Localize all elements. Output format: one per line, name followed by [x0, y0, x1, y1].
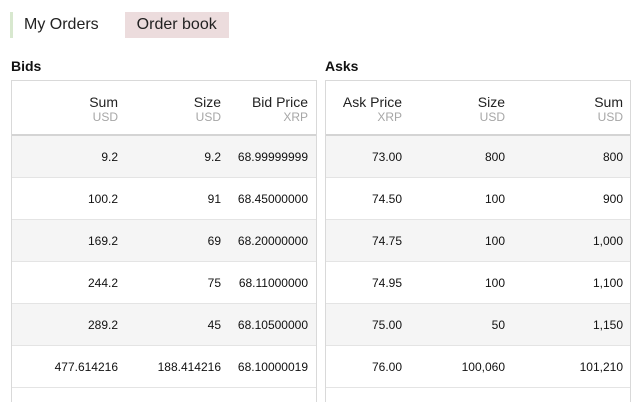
column-unit: USD [479, 110, 505, 124]
column-name: Sum [89, 94, 118, 110]
column-name: Bid Price [251, 94, 308, 110]
table-cell: 45 [207, 317, 221, 332]
table-cell: 1,100 [592, 275, 623, 290]
table-row[interactable]: 73.00 800 800 [326, 136, 630, 178]
table-row[interactable]: 289.2 45 68.10500000 [12, 304, 316, 346]
table-cell: 188.414216 [157, 359, 221, 374]
view-tabs: My Orders Order book [10, 12, 229, 38]
table-row[interactable]: 9.2 9.2 68.99999999 [12, 136, 316, 178]
table-cell: 91 [207, 191, 221, 206]
asks-title: Asks [325, 58, 359, 74]
column-unit: USD [597, 110, 623, 124]
table-cell: 68.10500000 [237, 317, 308, 332]
bids-header-sum: Sum USD [12, 81, 118, 134]
table-cell: 50 [491, 317, 505, 332]
table-row[interactable]: 74.95 100 1,100 [326, 262, 630, 304]
column-unit: XRP [283, 110, 308, 124]
table-cell: 100 [484, 191, 505, 206]
table-cell: 101,210 [579, 359, 623, 374]
column-name: Size [477, 94, 505, 110]
table-cell: 900 [602, 191, 623, 206]
table-row[interactable]: 244.2 75 68.11000000 [12, 262, 316, 304]
table-cell: 74.75 [371, 233, 402, 248]
table-cell: 68.99999999 [237, 149, 308, 164]
table-row[interactable]: 74.75 100 1,000 [326, 220, 630, 262]
table-cell: 68.10000019 [237, 359, 308, 374]
tab-order-book[interactable]: Order book [124, 12, 229, 38]
column-name: Ask Price [342, 94, 402, 110]
bids-header-row: Sum USD Size USD Bid Price XRP [12, 81, 316, 136]
bids-header-size: Size USD [118, 81, 221, 134]
table-row[interactable]: 74.50 100 900 [326, 178, 630, 220]
table-cell: 100 [484, 275, 505, 290]
table-cell: 289.2 [87, 317, 118, 332]
table-cell: 100.2 [87, 191, 118, 206]
table-cell: 74.50 [371, 191, 402, 206]
table-cell: 69 [207, 233, 221, 248]
asks-header-size: Size USD [402, 81, 505, 134]
asks-header-sum: Sum USD [505, 81, 623, 134]
column-name: Size [193, 94, 221, 110]
column-name: Sum [594, 94, 623, 110]
column-unit: USD [195, 110, 221, 124]
table-row[interactable]: 169.2 69 68.20000000 [12, 220, 316, 262]
table-cell: 800 [484, 149, 505, 164]
table-cell: 1,000 [592, 233, 623, 248]
bids-table: Sum USD Size USD Bid Price XRP 9.2 9.2 68.… [11, 80, 317, 402]
column-unit: USD [92, 110, 118, 124]
table-cell: 75.00 [371, 317, 402, 332]
table-cell: 477.614216 [54, 359, 118, 374]
table-cell: 1,150 [592, 317, 623, 332]
asks-table: Ask Price XRP Size USD Sum USD 73.00 800 8… [325, 80, 631, 402]
table-cell: 68.11000000 [238, 275, 308, 290]
column-unit: XRP [377, 110, 402, 124]
table-cell: 76.00 [371, 359, 402, 374]
table-cell: 100 [484, 233, 505, 248]
asks-rows: 73.00 800 800 74.50 100 900 74.75 100 1,000 74.95… [326, 136, 630, 388]
table-cell: 800 [602, 149, 623, 164]
bids-title: Bids [11, 58, 42, 74]
table-row[interactable]: 76.00 100,060 101,210 [326, 346, 630, 388]
table-cell: 68.20000000 [237, 233, 308, 248]
asks-header-row: Ask Price XRP Size USD Sum USD [326, 81, 630, 136]
bids-header-bid-price: Bid Price XRP [221, 81, 308, 134]
table-cell: 73.00 [371, 149, 402, 164]
table-cell: 169.2 [87, 233, 118, 248]
bids-rows: 9.2 9.2 68.99999999 100.2 91 68.45000000 169.2… [12, 136, 316, 388]
tab-my-orders[interactable]: My Orders [10, 12, 113, 38]
table-cell: 9.2 [204, 149, 221, 164]
table-cell: 68.45000000 [237, 191, 308, 206]
table-cell: 9.2 [101, 149, 118, 164]
table-cell: 75 [207, 275, 221, 290]
table-cell: 74.95 [371, 275, 402, 290]
table-row[interactable]: 477.614216 188.414216 68.10000019 [12, 346, 316, 388]
table-cell: 100,060 [461, 359, 505, 374]
asks-header-ask-price: Ask Price XRP [326, 81, 402, 134]
table-row[interactable]: 100.2 91 68.45000000 [12, 178, 316, 220]
table-row[interactable]: 75.00 50 1,150 [326, 304, 630, 346]
table-cell: 244.2 [87, 275, 118, 290]
